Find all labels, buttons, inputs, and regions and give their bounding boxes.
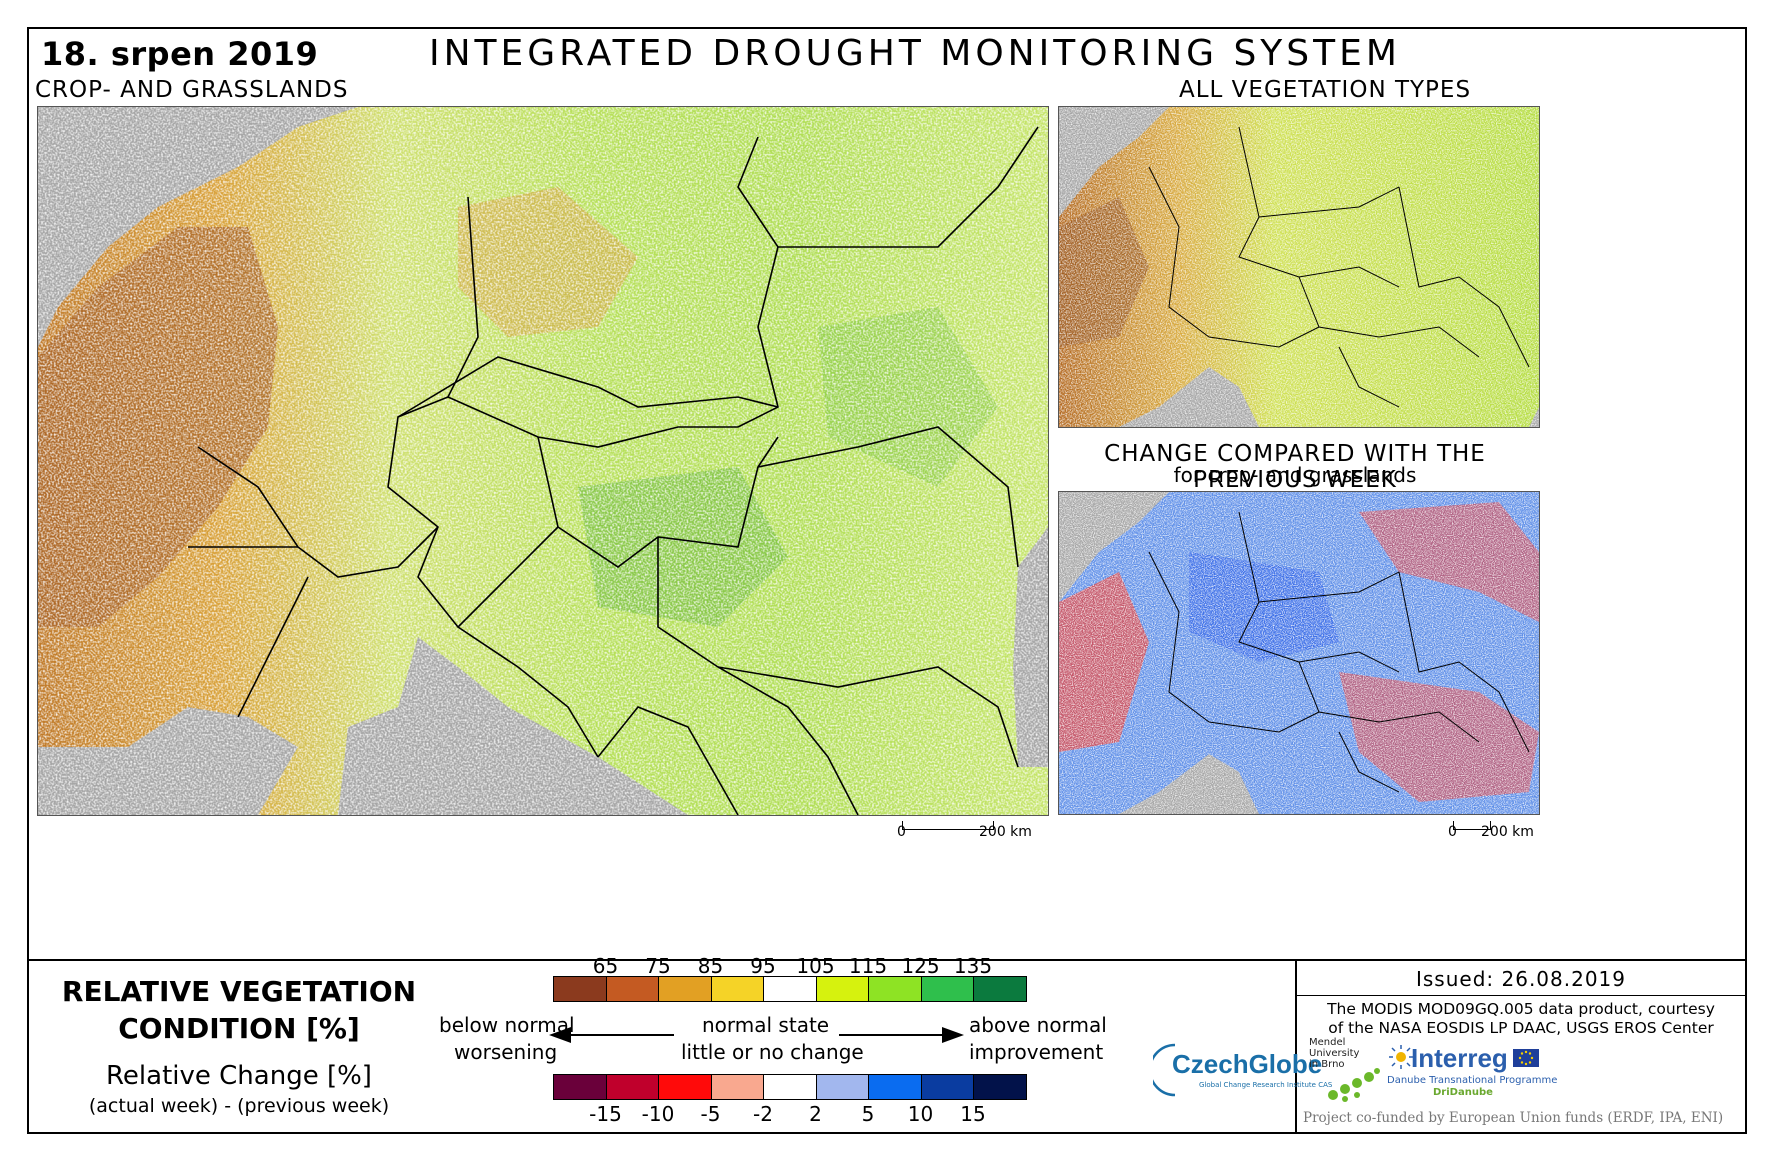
czechglobe-logo-icon bbox=[1153, 1043, 1176, 1097]
rvc-tick: 65 bbox=[592, 954, 619, 978]
main-scale-bar bbox=[902, 821, 994, 830]
funding-note: Project co-funded by European Union fund… bbox=[1303, 1110, 1724, 1126]
rvc-tick: 105 bbox=[796, 954, 835, 978]
change-swatch bbox=[973, 1074, 1027, 1100]
label-improvement: improvement bbox=[969, 1040, 1104, 1064]
change-tick: -2 bbox=[753, 1102, 773, 1126]
change-map-canvas bbox=[1059, 492, 1539, 814]
issued-date: Issued: 26.08.2019 bbox=[1415, 967, 1627, 991]
eu-flag-icon bbox=[1513, 1049, 1539, 1067]
rvc-swatch bbox=[868, 976, 922, 1002]
change-scale-bar bbox=[1453, 821, 1491, 830]
change-tick: 10 bbox=[907, 1102, 934, 1126]
main-scale-end: 200 km bbox=[979, 824, 1032, 840]
change-map[interactable] bbox=[1058, 491, 1540, 815]
label-little-change: little or no change bbox=[681, 1040, 864, 1064]
change-swatch bbox=[868, 1074, 922, 1100]
rvc-tick: 115 bbox=[848, 954, 888, 978]
change-swatch bbox=[815, 1074, 869, 1100]
rvc-swatch bbox=[710, 976, 764, 1002]
main-map[interactable] bbox=[37, 106, 1049, 816]
change-legend-title: Relative Change [%] bbox=[106, 1061, 372, 1091]
mendel-dots-icon bbox=[1328, 1068, 1380, 1102]
change-map-sublabel: for crop- and grasslands bbox=[1173, 463, 1417, 487]
issued-divider bbox=[1297, 995, 1745, 996]
label-normal-state: normal state bbox=[702, 1013, 830, 1037]
left-arrow-icon bbox=[549, 1027, 674, 1043]
change-map-label: CHANGE COMPARED WITH THE PREVIOUS WEEK bbox=[1104, 441, 1486, 493]
change-swatch bbox=[605, 1074, 659, 1100]
change-tick: 2 bbox=[809, 1102, 822, 1126]
change-swatch bbox=[920, 1074, 974, 1100]
credit-line1: The MODIS MOD09GQ.005 data product, cour… bbox=[1327, 1000, 1715, 1018]
all-vegetation-map-label: ALL VEGETATION TYPES bbox=[1179, 77, 1472, 103]
rvc-swatch bbox=[815, 976, 869, 1002]
all-vegetation-map[interactable] bbox=[1058, 106, 1540, 428]
rvc-swatch bbox=[605, 976, 659, 1002]
label-worsening: worsening bbox=[454, 1040, 558, 1064]
rvc-swatch bbox=[920, 976, 974, 1002]
change-tick: 5 bbox=[861, 1102, 875, 1126]
change-swatch bbox=[553, 1074, 607, 1100]
mendel-logo-text: Mendel University in Brno bbox=[1309, 1037, 1359, 1070]
all-vegetation-map-canvas bbox=[1059, 107, 1539, 427]
rvc-swatch bbox=[763, 976, 817, 1002]
rvc-swatch bbox=[658, 976, 712, 1002]
change-swatch bbox=[763, 1074, 817, 1100]
main-map-canvas bbox=[38, 107, 1048, 815]
eu-stars-icon bbox=[1518, 1050, 1534, 1066]
change-tick: 15 bbox=[960, 1102, 986, 1126]
right-arrow-icon bbox=[839, 1027, 964, 1043]
change-legend-subtitle: (actual week) - (previous week) bbox=[88, 1095, 390, 1117]
dridanube-logo: DriDanube bbox=[1433, 1087, 1493, 1098]
mendel-line1: Mendel bbox=[1309, 1037, 1346, 1048]
czechglobe-logo-subtitle: Global Change Research Institute CAS bbox=[1199, 1081, 1333, 1089]
label-above-normal: above normal bbox=[969, 1013, 1107, 1037]
mendel-line3: in Brno bbox=[1309, 1059, 1345, 1070]
main-scale-start: 0 bbox=[897, 824, 906, 840]
change-tick: -15 bbox=[589, 1102, 622, 1126]
rvc-tick: 95 bbox=[750, 954, 776, 978]
change-scale-end: 200 km bbox=[1481, 824, 1534, 840]
change-tick: -5 bbox=[700, 1102, 721, 1126]
legend-title-line2: CONDITION [%] bbox=[118, 1012, 360, 1045]
change-swatch bbox=[710, 1074, 764, 1100]
info-divider bbox=[1295, 959, 1297, 1134]
legend-title-line1: RELATIVE VEGETATION bbox=[61, 975, 417, 1008]
interreg-logo-subtitle: Danube Transnational Programme bbox=[1387, 1075, 1558, 1086]
bulletin-date: 18. srpen 2019 bbox=[41, 35, 319, 73]
label-below-normal: below normal bbox=[439, 1013, 575, 1037]
change-swatch bbox=[658, 1074, 712, 1100]
interreg-sun-icon bbox=[1389, 1045, 1413, 1069]
bulletin-frame: 18. srpen 2019 INTEGRATED DROUGHT MONITO… bbox=[27, 27, 1747, 1134]
main-map-label: CROP- AND GRASSLANDS bbox=[35, 77, 349, 103]
change-scale-start: 0 bbox=[1448, 824, 1457, 840]
mendel-line2: University bbox=[1309, 1048, 1360, 1059]
rvc-swatch bbox=[553, 976, 607, 1002]
rvc-tick: 135 bbox=[953, 954, 993, 978]
czechglobe-logo: CzechGlobe bbox=[1172, 1049, 1323, 1079]
legend-divider bbox=[29, 959, 1745, 961]
rvc-swatch bbox=[973, 976, 1027, 1002]
rvc-tick: 75 bbox=[645, 954, 671, 978]
bulletin-title: INTEGRATED DROUGHT MONITORING SYSTEM bbox=[429, 33, 1401, 74]
change-tick: -10 bbox=[641, 1102, 675, 1126]
rvc-tick: 125 bbox=[901, 954, 940, 978]
credit-line2: of the NASA EOSDIS LP DAAC, USGS EROS Ce… bbox=[1328, 1019, 1714, 1037]
interreg-logo: Interreg bbox=[1411, 1043, 1508, 1073]
rvc-tick: 85 bbox=[697, 954, 724, 978]
